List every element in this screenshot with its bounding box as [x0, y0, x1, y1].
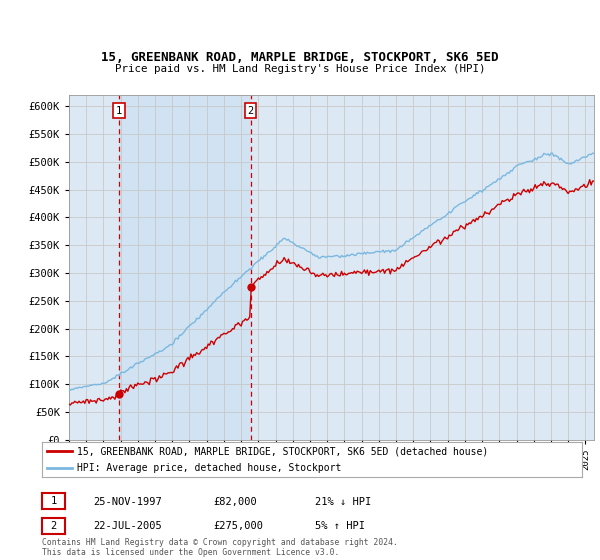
Text: Contains HM Land Registry data © Crown copyright and database right 2024.
This d: Contains HM Land Registry data © Crown c… [42, 538, 398, 557]
Text: £82,000: £82,000 [213, 497, 257, 507]
Text: 2: 2 [50, 521, 56, 531]
Bar [119, 95, 251, 440]
Text: HPI: Average price, detached house, Stockport: HPI: Average price, detached house, Stoc… [77, 464, 341, 473]
Text: 22-JUL-2005: 22-JUL-2005 [93, 521, 162, 531]
Text: 15, GREENBANK ROAD, MARPLE BRIDGE, STOCKPORT, SK6 5ED (detached house): 15, GREENBANK ROAD, MARPLE BRIDGE, STOCK… [77, 446, 488, 456]
Text: 1: 1 [116, 106, 122, 116]
Text: 5% ↑ HPI: 5% ↑ HPI [315, 521, 365, 531]
Text: 2: 2 [247, 106, 254, 116]
Text: 1: 1 [50, 496, 56, 506]
Text: 15, GREENBANK ROAD, MARPLE BRIDGE, STOCKPORT, SK6 5ED: 15, GREENBANK ROAD, MARPLE BRIDGE, STOCK… [101, 50, 499, 64]
Text: 21% ↓ HPI: 21% ↓ HPI [315, 497, 371, 507]
Text: Price paid vs. HM Land Registry's House Price Index (HPI): Price paid vs. HM Land Registry's House … [115, 64, 485, 74]
Text: £275,000: £275,000 [213, 521, 263, 531]
Text: 25-NOV-1997: 25-NOV-1997 [93, 497, 162, 507]
